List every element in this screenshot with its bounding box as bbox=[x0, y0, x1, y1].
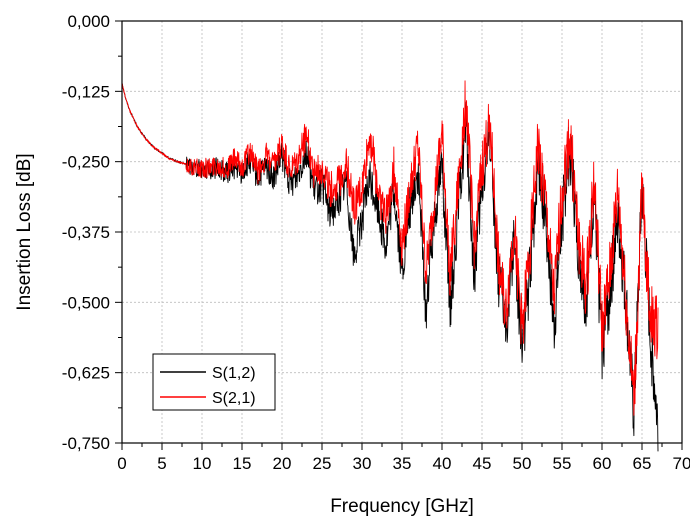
x-tick-label: 60 bbox=[593, 454, 612, 473]
x-tick-label: 5 bbox=[157, 454, 166, 473]
x-tick-label: 45 bbox=[473, 454, 492, 473]
y-tick-label: 0,000 bbox=[67, 12, 110, 31]
x-tick-label: 50 bbox=[513, 454, 532, 473]
y-tick-label: -0,750 bbox=[62, 434, 110, 453]
y-axis-title: Insertion Loss [dB] bbox=[14, 153, 35, 310]
x-tick-label: 0 bbox=[117, 454, 126, 473]
x-tick-label: 35 bbox=[393, 454, 412, 473]
axis-ticks bbox=[115, 20, 683, 450]
y-tick-label: -0,625 bbox=[62, 364, 110, 383]
legend-box bbox=[152, 353, 276, 411]
tick-labels: 0 5 10 15 20 25 30 35 40 45 50 55 60 65 70 0,000 -0,125 -… bbox=[62, 12, 690, 473]
x-tick-label: 15 bbox=[233, 454, 252, 473]
y-tick-label: -0,500 bbox=[62, 293, 110, 312]
x-tick-label: 55 bbox=[553, 454, 572, 473]
legend-label-s12: S(1,2) bbox=[212, 365, 256, 382]
series-line-s21 bbox=[121, 80, 659, 416]
series-layer bbox=[121, 80, 659, 452]
legend-label-s21: S(2,1) bbox=[212, 390, 256, 407]
x-tick-label: 25 bbox=[313, 454, 332, 473]
x-tick-label: 40 bbox=[433, 454, 452, 473]
x-tick-label: 65 bbox=[633, 454, 652, 473]
y-tick-label: -0,375 bbox=[62, 223, 110, 242]
x-tick-label: 10 bbox=[193, 454, 212, 473]
x-tick-label: 30 bbox=[353, 454, 372, 473]
x-axis-title: Frequency [GHz] bbox=[330, 496, 474, 517]
legend: S(1,2) S(2,1) bbox=[152, 353, 276, 411]
x-tick-label: 70 bbox=[673, 454, 690, 473]
y-tick-label: -0,125 bbox=[62, 82, 110, 101]
x-tick-label: 20 bbox=[273, 454, 292, 473]
y-tick-label: -0,250 bbox=[62, 153, 110, 172]
